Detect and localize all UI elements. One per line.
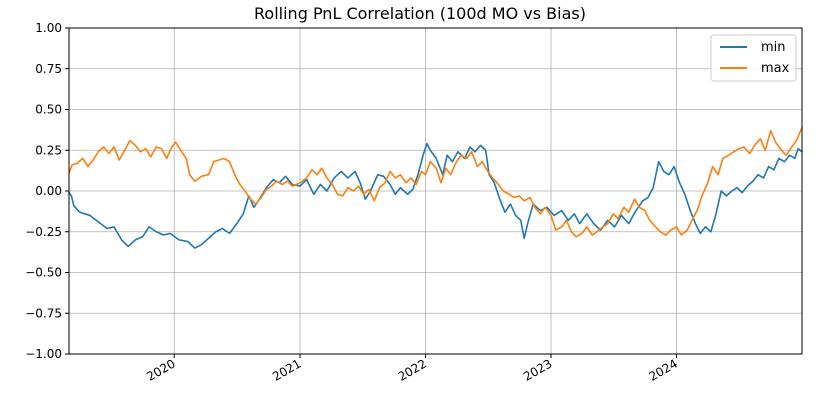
y-tick-label: −0.25 [25, 225, 62, 239]
y-tick-label: 0.75 [35, 62, 62, 76]
y-tick-label: 1.00 [35, 21, 62, 35]
y-tick-label: 0.00 [35, 184, 62, 198]
y-tick-label: −0.75 [25, 306, 62, 320]
y-tick-label: 0.25 [35, 143, 62, 157]
series-lines [68, 126, 803, 249]
legend-label-min: min [761, 40, 786, 55]
series-line-max [68, 126, 803, 238]
legend: min max [710, 34, 797, 82]
y-tick-label: 0.50 [35, 103, 62, 117]
legend-label-max: max [761, 61, 790, 76]
grid-lines [69, 27, 802, 355]
y-tick-label: −1.00 [25, 347, 62, 361]
chart-title: Rolling PnL Correlation (100d MO vs Bias… [254, 4, 586, 23]
y-tick-label: −0.50 [25, 266, 62, 280]
